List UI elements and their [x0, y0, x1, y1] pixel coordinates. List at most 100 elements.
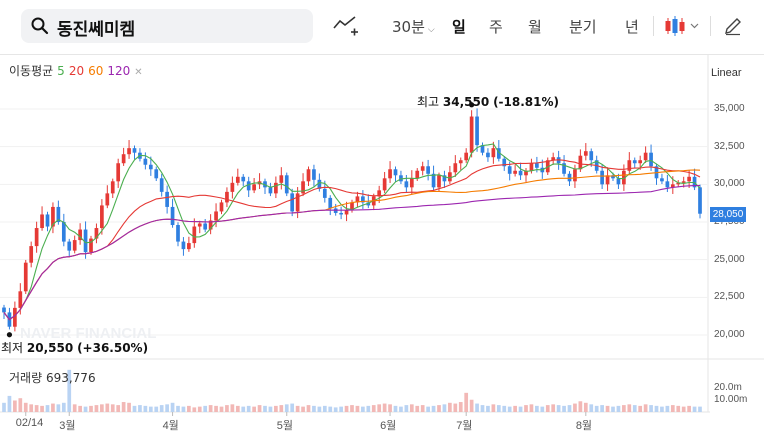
candle-body: [214, 211, 218, 221]
tab-month[interactable]: 월: [528, 18, 542, 36]
volume-bar: [100, 404, 104, 412]
volume-legend: 거래량 693,776: [9, 369, 96, 386]
volume-bar: [192, 407, 197, 412]
ma60-label: 60: [88, 64, 104, 78]
volume-bar: [7, 395, 12, 412]
volume-bar: [431, 405, 436, 412]
close-icon[interactable]: ✕: [134, 67, 143, 78]
volume-bar: [670, 405, 675, 412]
x-tick-label: 7월: [456, 420, 473, 432]
volume-bar: [616, 405, 621, 412]
candle-body: [322, 188, 327, 198]
candle-body: [127, 148, 131, 155]
volume-bar: [654, 405, 659, 412]
candle-body: [225, 191, 229, 203]
ma-legend-label: 이동평균: [9, 64, 54, 78]
stock-search-box[interactable]: 동진쎄미켐: [21, 9, 313, 43]
volume-bar: [393, 405, 398, 412]
volume-bar: [208, 405, 213, 412]
search-query[interactable]: 동진쎄미켐: [57, 20, 136, 40]
tab-30min[interactable]: 30분 ⌵: [392, 16, 435, 37]
high-change: (-18.81%): [493, 95, 559, 109]
volume-bar: [464, 392, 469, 412]
candle-body: [670, 184, 675, 188]
candle-body: [388, 169, 392, 179]
volume-tick-label: 20.0m: [714, 382, 742, 393]
add-indicator-icon[interactable]: [333, 14, 359, 38]
volume-bar: [589, 404, 594, 412]
candle-body: [649, 152, 653, 167]
volume-bar: [583, 402, 588, 412]
candle-body: [203, 223, 208, 230]
volume-bar: [219, 406, 224, 412]
volume-bar: [165, 404, 169, 412]
low-label: 최저: [1, 341, 24, 355]
candle-body: [632, 160, 637, 164]
watermark: NAVER FINANCIAL: [20, 325, 156, 342]
candle-body: [290, 193, 295, 212]
volume-bar: [665, 405, 670, 412]
volume-bar: [176, 405, 180, 412]
volume-label: 거래량: [9, 371, 43, 385]
candle-body: [562, 163, 566, 174]
volume-bar: [138, 405, 142, 412]
candle-body: [627, 160, 632, 171]
volume-bar: [458, 402, 463, 412]
tab-quarter[interactable]: 분기: [569, 18, 597, 36]
candle-body: [404, 181, 409, 188]
volume-bar: [317, 406, 322, 412]
candle-body: [328, 197, 333, 209]
tab-day[interactable]: 일: [452, 18, 466, 36]
scale-mode[interactable]: Linear: [711, 67, 742, 79]
volume-bar: [312, 405, 316, 412]
candle-body: [458, 160, 463, 164]
candle-body: [295, 193, 300, 212]
candle-body: [573, 169, 577, 182]
volume-bar: [279, 405, 284, 412]
candle-body: [355, 196, 360, 203]
candle-body: [143, 158, 148, 165]
price-chart[interactable]: NAVER FINANCIAL: [0, 55, 764, 433]
volume-bar: [469, 399, 474, 412]
candle-body: [284, 175, 289, 194]
volume-bar: [627, 404, 632, 412]
volume-bar: [333, 407, 338, 412]
tab-year[interactable]: 년: [625, 18, 639, 36]
search-icon[interactable]: [31, 17, 49, 35]
candle-body: [361, 196, 365, 203]
candle-body: [23, 262, 28, 292]
candle-body: [67, 241, 72, 251]
pencil-draw-icon[interactable]: [723, 16, 743, 36]
candle-body: [496, 148, 501, 159]
low-value: 20,550: [26, 341, 74, 355]
volume-bar: [34, 405, 39, 412]
volume-bar: [328, 406, 333, 412]
candle-body: [197, 223, 202, 227]
volume-bar: [442, 404, 447, 412]
ma5-label: 5: [57, 64, 65, 78]
candle-body: [230, 182, 235, 192]
volume-bar: [540, 406, 545, 412]
candle-body: [698, 187, 702, 214]
candle-chart-type-icon[interactable]: [664, 15, 702, 37]
volume-bar: [263, 405, 267, 412]
high-value: 34,550: [442, 95, 490, 109]
volume-bar: [257, 405, 262, 412]
volume-bar: [350, 405, 354, 412]
candle-body: [51, 206, 55, 227]
low-annotation: 최저 20,550 (+36.50%): [1, 339, 148, 356]
ma-legend[interactable]: 이동평균 5 20 60 120 ✕: [9, 62, 147, 79]
volume-bar: [132, 405, 137, 412]
candle-body: [622, 170, 626, 185]
volume-bar: [562, 405, 566, 412]
candle-body: [187, 243, 191, 250]
toolbar-divider: [710, 16, 711, 36]
volume-bar: [371, 405, 376, 412]
volume-bar: [268, 406, 273, 412]
candle-body: [453, 163, 458, 173]
candle-body: [415, 170, 420, 179]
tab-week[interactable]: 주: [489, 18, 503, 36]
volume-bar: [377, 404, 382, 412]
volume-bar: [127, 402, 131, 412]
volume-bar: [13, 400, 17, 412]
